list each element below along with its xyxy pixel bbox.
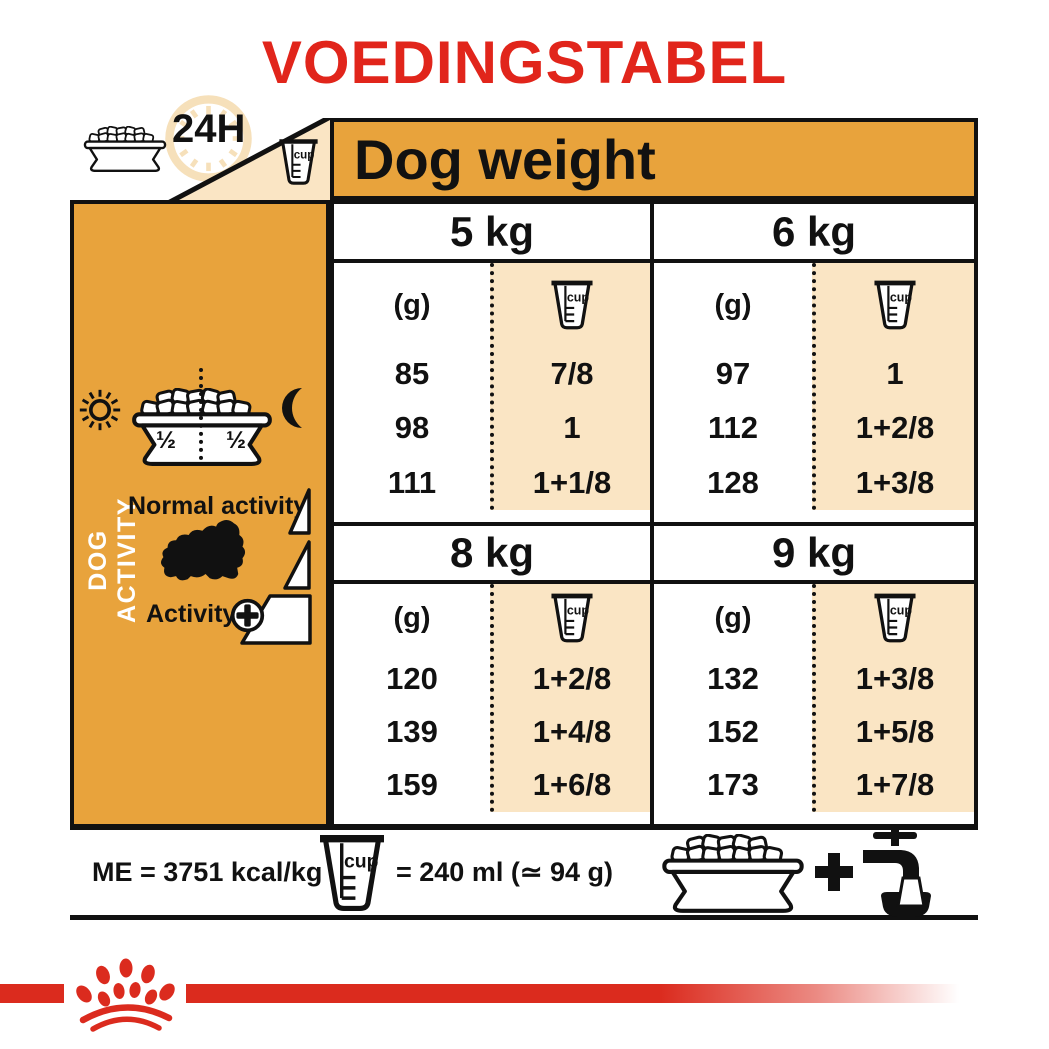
feeding-cell-8kg: (g) 120 139 159 1+2/8 1+4/8 1+6/8 — [334, 584, 654, 824]
cups-value: 1+2/8 — [855, 410, 935, 446]
grams-value: 112 — [707, 410, 758, 446]
cups-column: 7/8 1 1+1/8 — [490, 263, 650, 510]
plus-icon — [815, 853, 853, 891]
grams-column: (g) 132 152 173 — [654, 584, 812, 812]
activity-step-medium — [283, 540, 311, 590]
day-night-divider — [199, 368, 203, 460]
cups-value: 1+2/8 — [532, 660, 612, 696]
weight-header-6kg: 6 kg — [654, 204, 974, 263]
clock-24h-icon — [165, 95, 252, 182]
footer-top-rule — [70, 824, 978, 830]
measuring-cup-icon — [873, 592, 917, 644]
measuring-cup-icon — [315, 833, 389, 913]
grams-unit-label: (g) — [714, 288, 752, 321]
activity-plus-label: Activity — [146, 600, 237, 628]
feeding-cell-6kg: (g) 97 112 128 1 1+2/8 1+3/8 — [654, 263, 974, 526]
feeding-cell-9kg: (g) 132 152 173 1+3/8 1+5/8 1+7/8 — [654, 584, 974, 824]
grams-unit-label: (g) — [393, 601, 431, 634]
cups-column: 1+2/8 1+4/8 1+6/8 — [490, 584, 650, 812]
weight-header-9kg: 9 kg — [654, 526, 974, 584]
feeding-cell-5kg: (g) 85 98 111 7/8 1 1+1/8 — [334, 263, 654, 526]
cups-value: 1+6/8 — [532, 767, 612, 803]
grams-unit-label: (g) — [714, 601, 752, 634]
dog-weight-header: Dog weight — [330, 118, 978, 200]
weight-header-5kg: 5 kg — [334, 204, 654, 263]
measuring-cup-icon — [550, 279, 594, 331]
measuring-cup-icon — [550, 592, 594, 644]
activity-step-small — [288, 488, 311, 535]
brand-bar-right — [186, 984, 975, 1003]
page-title: VOEDINGSTABEL — [261, 29, 788, 96]
cups-value: 7/8 — [550, 356, 594, 392]
sun-icon — [79, 389, 121, 431]
grams-value: 132 — [707, 660, 759, 696]
water-tap-icon — [863, 825, 931, 920]
grams-column: (g) 97 112 128 — [654, 263, 812, 510]
cups-value: 1 — [886, 356, 904, 392]
royal-canin-crown-logo — [76, 958, 175, 1032]
hours-24h-label: 24H — [172, 107, 246, 151]
kibble-bowl-icon — [652, 834, 814, 918]
moon-icon — [282, 388, 302, 428]
dog-silhouette-icon — [160, 519, 246, 581]
metabolizable-energy-label: ME = 3751 kcal/kg — [92, 857, 323, 887]
grams-value: 139 — [386, 713, 438, 749]
cups-value: 1+4/8 — [532, 713, 612, 749]
kibble-bowl-icon — [80, 126, 170, 175]
measuring-cup-icon — [278, 138, 319, 186]
normal-activity-label: Normal activity — [128, 492, 308, 520]
feeding-table: 5 kg 6 kg (g) 85 98 111 7/8 1 1+1/8 (g) … — [330, 200, 978, 828]
cups-value: 1+7/8 — [855, 767, 935, 803]
grams-value: 111 — [387, 464, 437, 500]
cups-value: 1+5/8 — [855, 713, 935, 749]
plus-circle-icon — [230, 598, 265, 633]
dog-activity-panel — [70, 200, 330, 828]
grams-value: 98 — [394, 410, 430, 446]
footer-bottom-rule — [70, 915, 978, 920]
measuring-cup-icon — [873, 279, 917, 331]
cups-column: 1+3/8 1+5/8 1+7/8 — [812, 584, 974, 812]
cups-column: 1 1+2/8 1+3/8 — [812, 263, 974, 510]
grams-column: (g) 85 98 111 — [334, 263, 490, 510]
weight-header-8kg: 8 kg — [334, 526, 654, 584]
grams-value: 120 — [386, 660, 438, 696]
cups-value: 1+3/8 — [855, 660, 935, 696]
grams-value: 173 — [707, 767, 759, 803]
dog-activity-vertical-label: DOG ACTIVITY — [84, 497, 141, 623]
dog-weight-label: Dog weight — [354, 127, 656, 191]
cups-value: 1+1/8 — [532, 464, 612, 500]
cups-value: 1+3/8 — [855, 464, 935, 500]
grams-value: 128 — [707, 464, 759, 500]
grams-value: 97 — [715, 356, 751, 392]
grams-column: (g) 120 139 159 — [334, 584, 490, 812]
cup-equivalence-label: = 240 ml (≃ 94 g) — [396, 857, 613, 887]
grams-value: 85 — [394, 356, 430, 392]
half-ration-right: ½ — [225, 427, 246, 454]
grams-value: 159 — [386, 767, 438, 803]
brand-bar-left — [0, 984, 64, 1003]
grams-value: 152 — [707, 713, 759, 749]
cups-value: 1 — [563, 410, 581, 446]
grams-unit-label: (g) — [393, 288, 431, 321]
half-ration-left: ½ — [155, 427, 176, 454]
